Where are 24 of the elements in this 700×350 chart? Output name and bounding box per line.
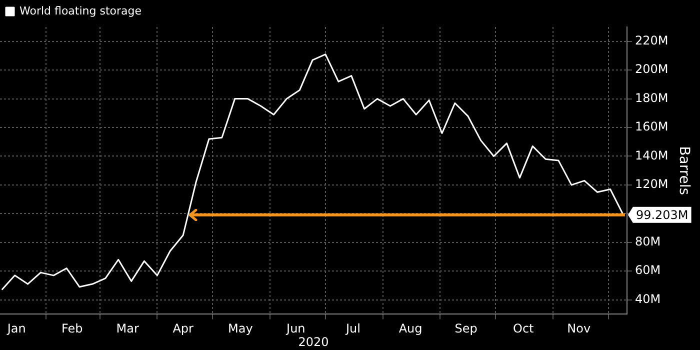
legend-label: World floating storage <box>20 4 142 18</box>
x-tick-label: May <box>228 322 253 336</box>
y-tick-label: 200M <box>634 62 668 76</box>
x-tick-label: Aug <box>398 322 422 336</box>
y-axis-title: Barrels <box>676 146 692 196</box>
y-tick-label: 160M <box>634 120 668 134</box>
x-tick-label: Mar <box>116 322 139 336</box>
x-tick-label: Sep <box>454 322 478 336</box>
x-tick-label: Jan <box>6 322 26 336</box>
x-tick-label: Jul <box>344 322 360 336</box>
ref-line-label: 99.203M <box>636 208 688 222</box>
x-tick-label: Feb <box>62 322 83 336</box>
x-tick-label: Apr <box>172 322 194 336</box>
y-tick-label: 40M <box>634 292 661 306</box>
y-tick-label: 180M <box>634 90 668 105</box>
y-tick-label: 80M <box>634 234 661 249</box>
y-tick-label: 140M <box>634 148 668 162</box>
y-tick-label: 220M <box>634 33 668 48</box>
y-tick-label: 120M <box>634 177 668 192</box>
x-axis-title: 2020 <box>298 334 329 349</box>
y-tick-label: 60M <box>634 263 661 278</box>
x-tick-label: Oct <box>513 322 534 336</box>
x-tick-label: Nov <box>567 322 591 336</box>
x-tick-label: Jun <box>286 322 306 336</box>
